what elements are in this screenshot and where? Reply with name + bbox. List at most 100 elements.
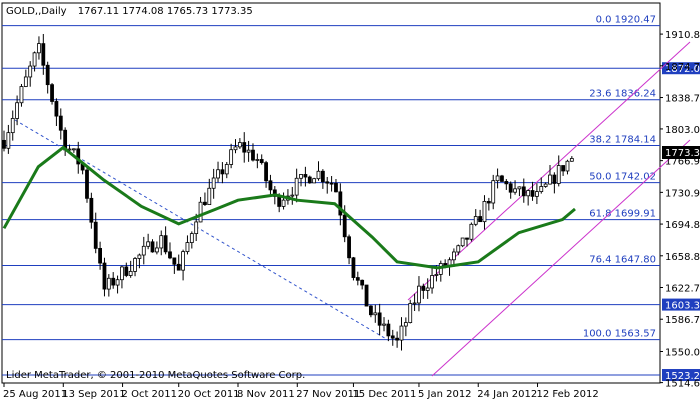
- candle-body: [456, 245, 461, 253]
- candle-body: [469, 223, 474, 240]
- horizontal-line-label: 1523.27: [665, 371, 700, 382]
- candle-body: [513, 188, 517, 193]
- candle-body: [237, 142, 242, 148]
- candle: [37, 36, 41, 60]
- candle: [120, 265, 124, 289]
- candle: [486, 197, 491, 211]
- candle: [369, 305, 373, 318]
- candle-body: [569, 158, 574, 162]
- candle-body: [102, 262, 107, 290]
- candle-body: [373, 312, 378, 316]
- candle-body: [281, 199, 286, 207]
- fib-level-label: 23.6 1836.24: [589, 89, 656, 100]
- current-price-marker: 1773.35: [662, 146, 700, 159]
- candle-body: [115, 279, 120, 286]
- candle: [85, 166, 89, 203]
- candle-body: [172, 257, 177, 265]
- candle: [307, 175, 312, 184]
- candle-body: [316, 170, 321, 180]
- candle: [565, 159, 570, 175]
- candle: [290, 186, 295, 205]
- candle-body: [351, 257, 356, 278]
- candle: [338, 183, 343, 226]
- candle-body: [417, 285, 421, 304]
- candle-body: [460, 237, 465, 247]
- candle: [45, 61, 50, 94]
- candle-body: [561, 165, 566, 172]
- candle-body: [98, 248, 102, 264]
- candle-body: [141, 245, 146, 256]
- candle: [556, 155, 561, 187]
- moving-average-line: [2, 145, 576, 270]
- horizontal-line-label: 1603.34: [665, 301, 700, 312]
- fib-level-label: 61.8 1699.91: [589, 209, 656, 220]
- candle-body: [19, 86, 24, 104]
- candle-body: [255, 159, 260, 161]
- candle-body: [89, 197, 94, 223]
- x-tick-label: 20 Oct 2011: [178, 389, 240, 400]
- candle-body: [120, 266, 124, 281]
- candle: [172, 257, 177, 274]
- candle-body: [6, 132, 11, 149]
- y-tick-label: 1658.80: [665, 252, 700, 263]
- candle: [478, 209, 483, 223]
- candle-body: [264, 162, 268, 182]
- candle: [360, 279, 365, 290]
- candle-body: [329, 182, 334, 185]
- candle: [220, 162, 225, 184]
- candle: [19, 83, 24, 107]
- candle: [242, 132, 247, 163]
- candle-body: [93, 221, 98, 249]
- candle-body: [334, 182, 338, 193]
- candle-body: [71, 148, 76, 151]
- price-axis: 1910.80 1874.75 1838.70 1803.00 1766.95 1730.…: [660, 30, 700, 390]
- candle: [2, 130, 6, 152]
- candle: [41, 33, 46, 75]
- watermark: Lider MetaTrader, © 2001-2010 MetaQuotes…: [6, 370, 305, 381]
- candles: [2, 33, 574, 351]
- candle-body: [216, 169, 220, 179]
- candle: [224, 161, 229, 179]
- candle-body: [150, 241, 155, 253]
- x-tick-label: 27 Nov 2011: [296, 389, 360, 400]
- candle-body: [539, 186, 544, 193]
- candle: [316, 161, 321, 181]
- candle-body: [146, 241, 151, 247]
- x-tick-label: 12 Feb 2012: [537, 389, 599, 400]
- candle-body: [504, 181, 509, 185]
- candle-body: [181, 251, 185, 271]
- candle: [251, 143, 255, 162]
- x-tick-label: 2 Oct 2011: [122, 389, 177, 400]
- horizontal-line-box: [662, 369, 700, 382]
- chart-header: GOLD,,Daily 1767.11 1774.08 1765.73 1773…: [6, 6, 253, 17]
- candle: [28, 61, 33, 87]
- candle-body: [176, 263, 181, 271]
- candle-body: [242, 142, 247, 153]
- candle: [355, 271, 360, 286]
- x-tick-label: 5 Jan 2012: [418, 389, 472, 400]
- y-tick-label: 1550.00: [665, 348, 700, 359]
- candle-body: [133, 258, 137, 272]
- candle-body: [478, 216, 483, 223]
- candle-body: [412, 302, 417, 305]
- candle: [482, 195, 487, 230]
- candle-body: [434, 274, 439, 276]
- candle: [399, 317, 404, 351]
- candle: [185, 235, 190, 255]
- candle: [216, 161, 220, 183]
- candle: [111, 272, 116, 289]
- candle-body: [425, 287, 430, 291]
- candle-body: [32, 52, 37, 67]
- symbol-label: GOLD,,Daily: [6, 6, 67, 17]
- candle-body: [408, 303, 413, 323]
- candle-body: [290, 194, 295, 197]
- candle-body: [277, 196, 282, 207]
- candle: [211, 168, 216, 199]
- candle-body: [159, 235, 164, 249]
- candle-body: [303, 174, 308, 178]
- candle: [320, 169, 325, 189]
- candle-body: [395, 337, 400, 341]
